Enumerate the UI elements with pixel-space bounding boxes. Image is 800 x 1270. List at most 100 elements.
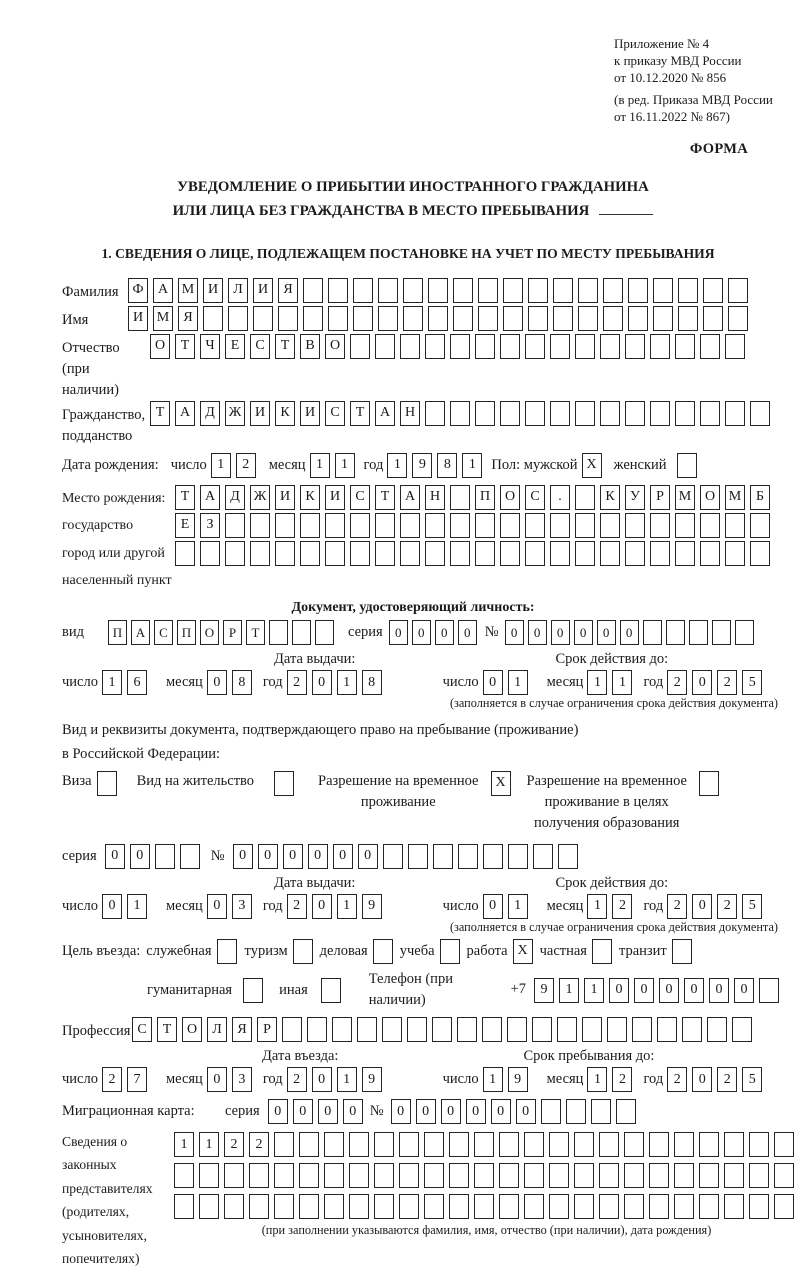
char-box[interactable]	[453, 277, 473, 303]
char-box[interactable]: 0	[596, 620, 616, 646]
char-box[interactable]	[599, 1132, 619, 1158]
char-box[interactable]: Ч	[200, 333, 220, 359]
char-box[interactable]: 1	[587, 1067, 608, 1093]
char-box[interactable]: Н	[425, 484, 445, 510]
char-box[interactable]: 2	[717, 893, 738, 919]
char-box[interactable]	[424, 1194, 444, 1220]
char-box[interactable]	[591, 938, 612, 964]
char-box[interactable]	[499, 1163, 519, 1189]
char-box[interactable]	[453, 305, 473, 331]
char-box[interactable]	[578, 277, 598, 303]
char-box[interactable]: 0	[527, 620, 547, 646]
char-box[interactable]	[439, 938, 460, 964]
char-box[interactable]: 2	[717, 1067, 738, 1093]
char-box[interactable]	[600, 540, 620, 566]
char-box[interactable]: 0	[206, 670, 227, 696]
char-box[interactable]: У	[625, 484, 645, 510]
char-box[interactable]: 8	[361, 670, 382, 696]
char-box[interactable]: 0	[307, 843, 328, 869]
char-box[interactable]	[350, 333, 370, 359]
char-box[interactable]: Е	[175, 512, 195, 538]
char-box[interactable]: О	[200, 620, 219, 646]
char-box[interactable]	[553, 305, 573, 331]
char-box[interactable]: 2	[667, 670, 688, 696]
char-box[interactable]: 0	[692, 1067, 713, 1093]
char-box[interactable]: 0	[465, 1099, 486, 1125]
char-box[interactable]	[372, 938, 393, 964]
char-box[interactable]	[575, 400, 595, 426]
char-box[interactable]: 8	[437, 452, 458, 478]
char-box[interactable]: 0	[317, 1099, 338, 1125]
char-box[interactable]: 2	[235, 452, 256, 478]
char-box[interactable]	[203, 305, 223, 331]
char-box[interactable]	[528, 277, 548, 303]
char-box[interactable]: 3	[231, 893, 252, 919]
char-box[interactable]	[676, 452, 697, 478]
char-box[interactable]: 0	[434, 620, 454, 646]
char-box[interactable]: 9	[361, 1067, 382, 1093]
char-box[interactable]: 0	[440, 1099, 461, 1125]
char-box[interactable]	[628, 305, 648, 331]
char-box[interactable]	[350, 512, 370, 538]
char-box[interactable]	[728, 277, 748, 303]
char-box[interactable]	[450, 400, 470, 426]
char-box[interactable]	[650, 400, 670, 426]
char-box[interactable]	[624, 1194, 644, 1220]
char-box[interactable]	[96, 770, 117, 796]
char-box[interactable]: 1	[587, 670, 608, 696]
char-box[interactable]: 0	[504, 620, 524, 646]
char-box[interactable]: 1	[101, 670, 122, 696]
char-box[interactable]	[407, 1017, 427, 1043]
char-box[interactable]: 1	[174, 1132, 194, 1158]
char-box[interactable]	[292, 620, 311, 646]
char-box[interactable]: 0	[709, 977, 729, 1003]
char-box[interactable]: 0	[457, 620, 477, 646]
char-box[interactable]	[482, 843, 503, 869]
char-box[interactable]: 0	[411, 620, 431, 646]
char-box[interactable]	[624, 1163, 644, 1189]
char-box[interactable]	[603, 305, 623, 331]
char-box[interactable]	[671, 938, 692, 964]
char-box[interactable]	[225, 540, 245, 566]
char-box[interactable]: .	[550, 484, 570, 510]
char-box[interactable]	[349, 1163, 369, 1189]
char-box[interactable]: 0	[482, 670, 503, 696]
char-box[interactable]	[759, 977, 779, 1003]
char-box[interactable]	[600, 400, 620, 426]
char-box[interactable]: 0	[692, 893, 713, 919]
char-box[interactable]	[675, 540, 695, 566]
char-box[interactable]: X	[581, 452, 602, 478]
char-box[interactable]: 2	[224, 1132, 244, 1158]
char-box[interactable]: 0	[388, 620, 408, 646]
char-box[interactable]: 0	[104, 843, 125, 869]
char-box[interactable]	[374, 1132, 394, 1158]
char-box[interactable]: И	[275, 484, 295, 510]
char-box[interactable]: 0	[515, 1099, 536, 1125]
char-box[interactable]	[299, 1163, 319, 1189]
char-box[interactable]	[557, 843, 578, 869]
char-box[interactable]: И	[203, 277, 223, 303]
char-box[interactable]	[357, 1017, 377, 1043]
char-box[interactable]	[250, 512, 270, 538]
char-box[interactable]: Ф	[128, 277, 148, 303]
char-box[interactable]	[499, 1194, 519, 1220]
char-box[interactable]: 0	[282, 843, 303, 869]
char-box[interactable]: Т	[175, 484, 195, 510]
char-box[interactable]	[565, 1099, 586, 1125]
char-box[interactable]	[749, 1132, 769, 1158]
char-box[interactable]: 0	[490, 1099, 511, 1125]
char-box[interactable]: 1	[387, 452, 408, 478]
char-box[interactable]	[478, 277, 498, 303]
char-box[interactable]	[774, 1132, 794, 1158]
char-box[interactable]	[550, 333, 570, 359]
char-box[interactable]	[450, 540, 470, 566]
char-box[interactable]: Л	[228, 277, 248, 303]
char-box[interactable]	[475, 540, 495, 566]
char-box[interactable]	[382, 843, 403, 869]
char-box[interactable]	[582, 1017, 602, 1043]
char-box[interactable]	[200, 540, 220, 566]
char-box[interactable]	[432, 843, 453, 869]
char-box[interactable]	[328, 305, 348, 331]
char-box[interactable]	[749, 1194, 769, 1220]
char-box[interactable]	[724, 1163, 744, 1189]
